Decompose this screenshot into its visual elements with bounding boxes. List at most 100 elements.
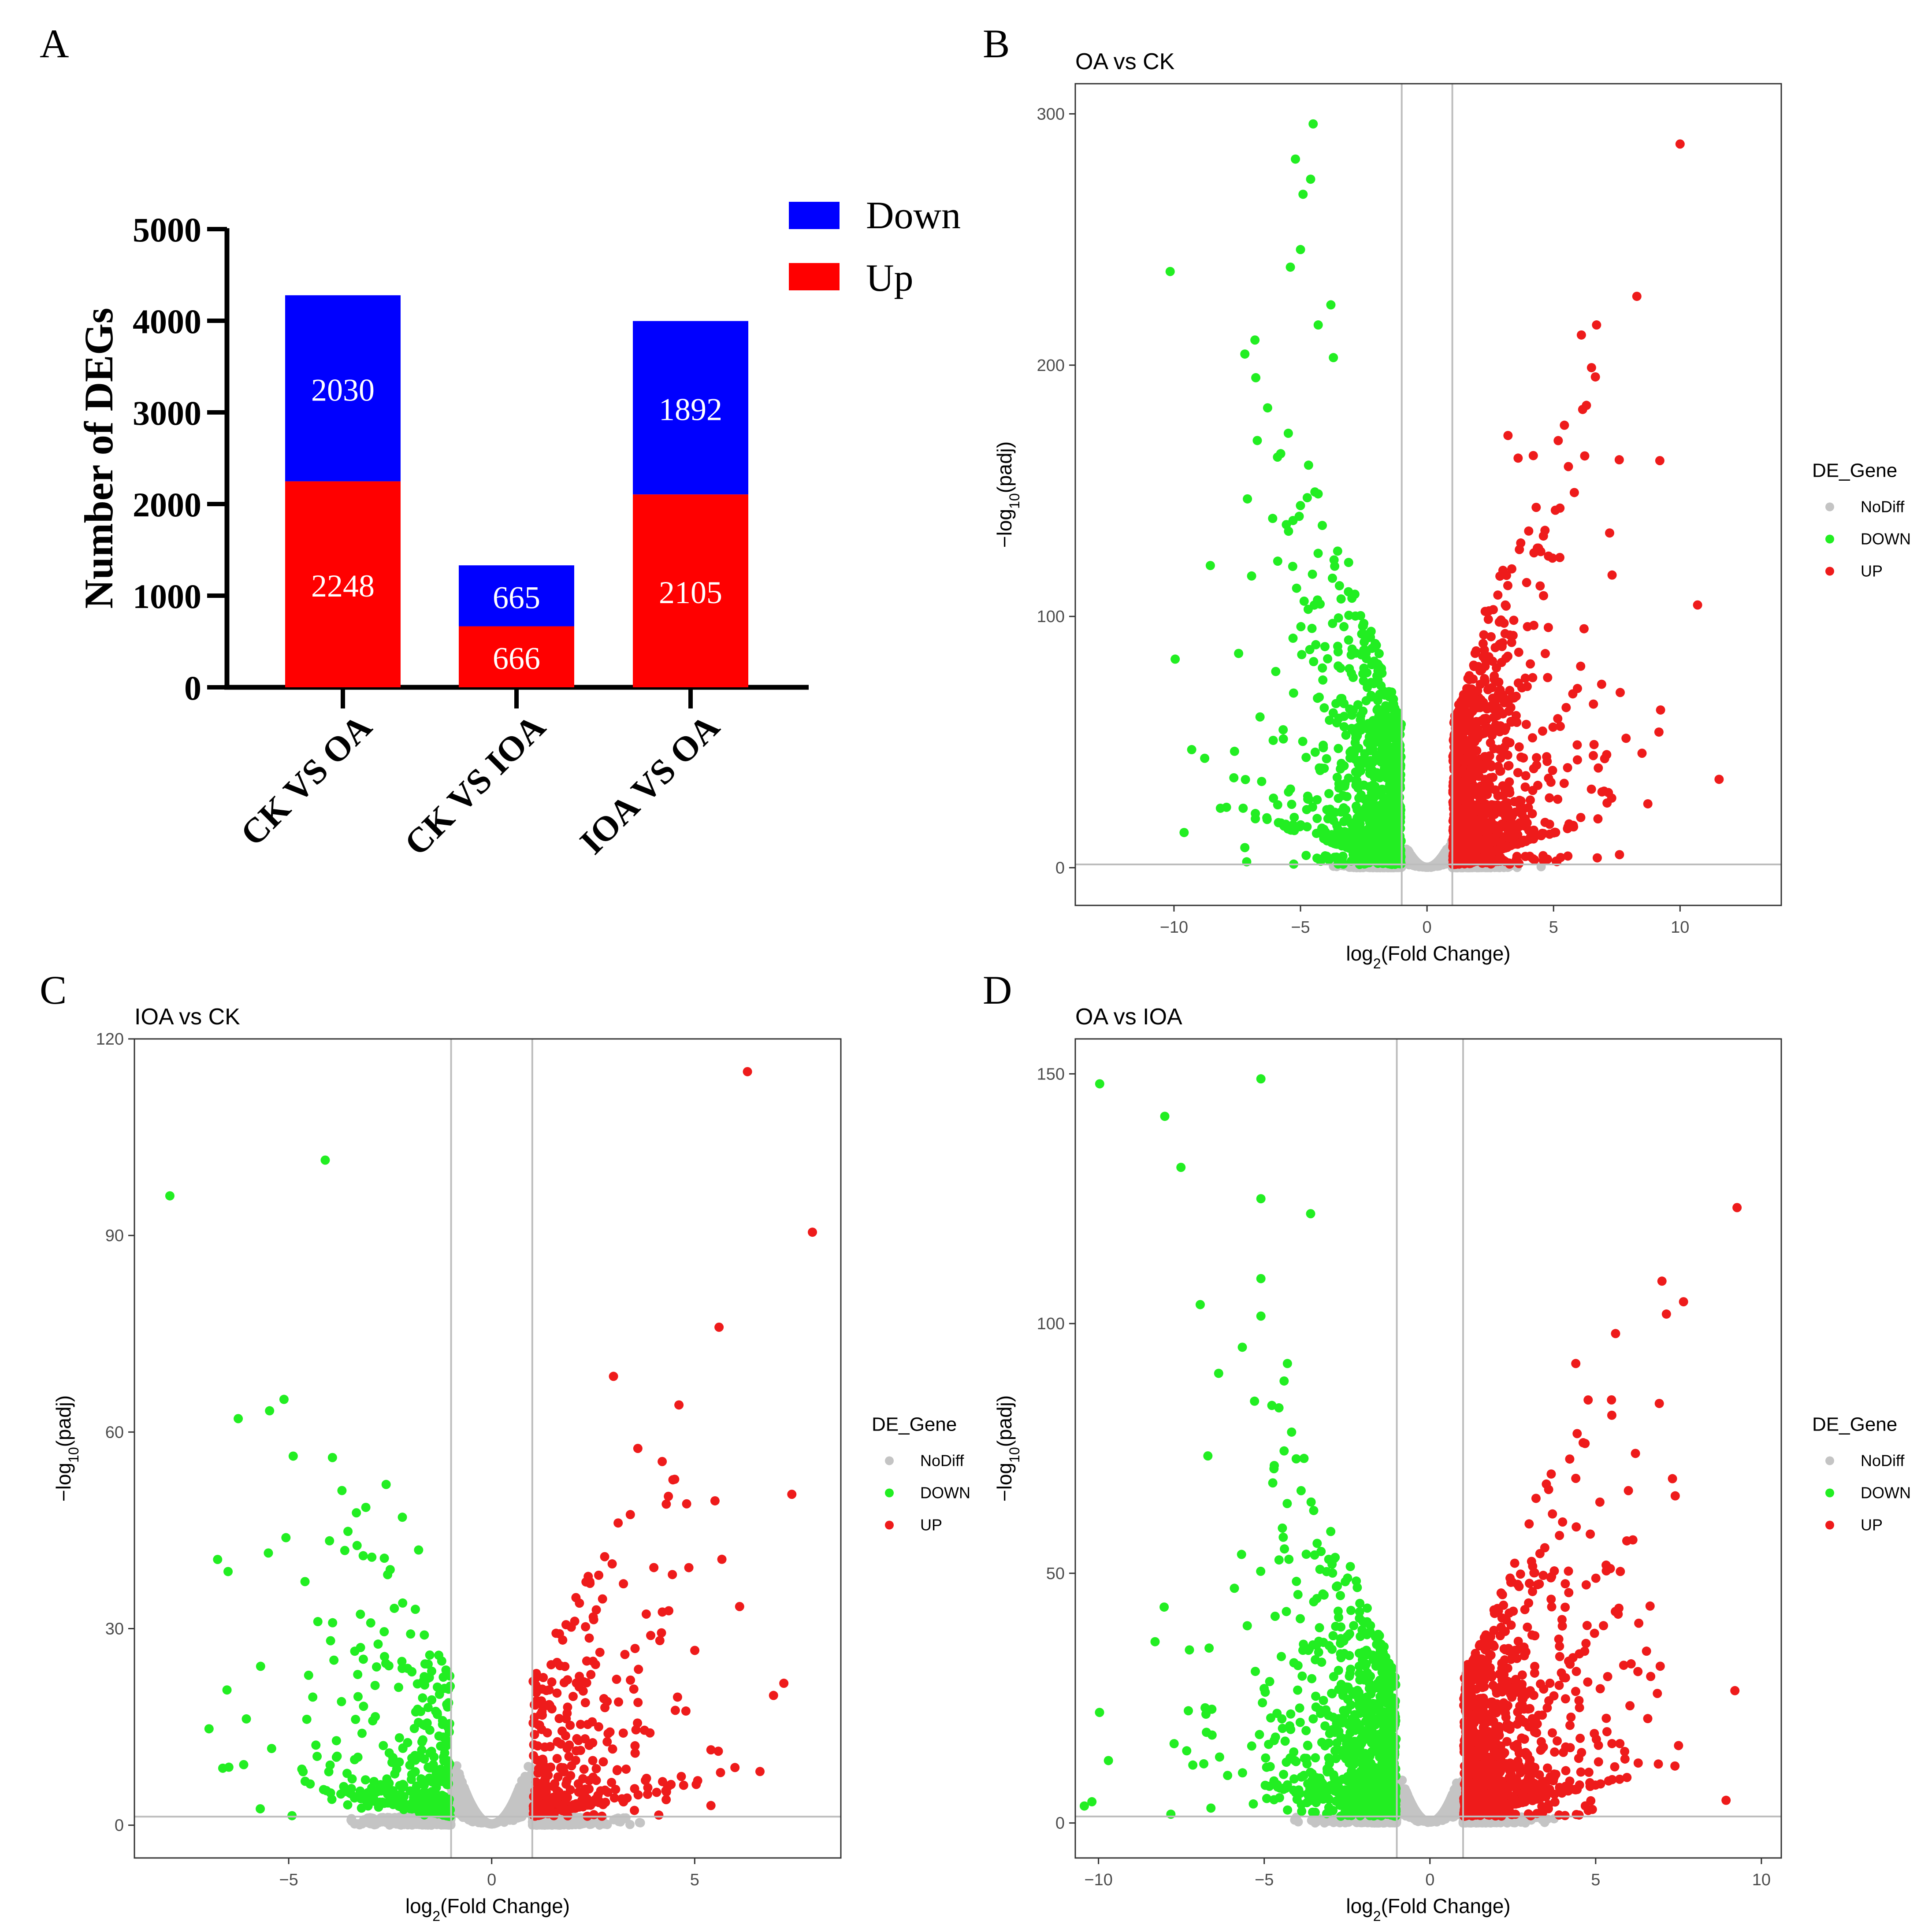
point-up [1499,745,1508,754]
point-down [1366,759,1376,768]
point-up [1493,791,1503,801]
point-down [1308,569,1317,579]
point-down [1298,737,1308,746]
point-up [1456,712,1466,721]
point-up [1469,696,1479,706]
bar-up [459,626,574,687]
point-up [1569,488,1579,497]
point-up [1590,372,1600,382]
point-up [1488,704,1498,714]
point-up [1538,726,1547,736]
point-up [1602,798,1612,808]
point-down [1278,725,1288,734]
x-tick-label: CK VS OA [233,707,379,853]
point-up [1451,760,1461,769]
point-up [1469,704,1479,713]
point-down [1333,546,1342,556]
point-up [1514,742,1524,752]
point-up [1555,503,1565,513]
point-up [1535,581,1545,591]
point-up [1527,733,1537,743]
point-down [1325,716,1334,725]
point-up [1501,601,1511,611]
point-down [1392,729,1402,738]
point-down [1288,820,1298,830]
point-down [1376,851,1386,861]
point-down [1375,723,1385,732]
point-up [1480,677,1490,686]
point-down [1313,693,1323,703]
point-down [1381,793,1391,803]
point-up [1507,717,1516,727]
point-up [1532,760,1542,770]
point-up [1656,705,1665,715]
point-down [1327,830,1337,839]
point-down [1318,521,1327,530]
point-up [1540,818,1550,827]
point-up [1467,774,1477,784]
point-down [1362,679,1372,689]
point-down [1358,621,1367,631]
point-down [1279,821,1289,831]
point-down [1311,640,1321,649]
point-up [1503,821,1513,831]
point-down [1386,716,1396,726]
point-down [1375,711,1384,720]
point-down [1312,814,1322,823]
bar-up [633,494,748,687]
point-down [1344,839,1354,849]
point-nodiff [1417,861,1427,871]
point-down [1344,587,1353,597]
point-up [1482,723,1492,732]
point-up [1498,781,1508,791]
legend-swatch-down [789,202,840,229]
point-down [1262,813,1272,823]
point-down [1323,654,1333,664]
point-up [1500,726,1510,735]
point-up [1467,727,1476,737]
point-up [1531,503,1541,512]
point-up [1468,755,1477,765]
point-up [1542,752,1552,762]
bar-down-value: 665 [493,580,540,615]
point-down [1322,805,1332,815]
point-up [1559,779,1569,788]
point-up [1520,782,1530,792]
point-down [1361,649,1371,658]
point-up [1499,804,1508,813]
point-up [1508,834,1517,843]
point-up [1505,788,1515,798]
point-down [1331,699,1341,708]
point-up [1543,623,1553,632]
x-tick-label: CK VS IOA [397,707,553,863]
point-up [1507,638,1516,647]
point-up [1449,789,1459,799]
point-down [1319,703,1329,713]
point-nodiff [1441,855,1451,864]
point-up [1454,749,1464,759]
point-up [1693,600,1702,610]
point-up [1470,841,1479,850]
point-down [1330,853,1339,862]
point-down [1333,647,1343,656]
point-down [1230,746,1239,756]
point-up [1478,639,1488,649]
point-up [1483,615,1493,624]
point-up [1563,851,1573,861]
point-up [1486,632,1496,641]
point-up [1490,810,1499,819]
point-down [1302,822,1312,832]
point-down [1319,741,1328,750]
point-down [1339,622,1349,631]
panel-label-c: C [40,968,67,1012]
point-up [1515,796,1524,805]
point-down [1368,716,1378,725]
point-down [1200,753,1210,763]
point-down [1362,668,1372,678]
point-up [1499,856,1508,865]
point-down [1369,840,1379,849]
point-down [1304,460,1313,470]
point-up [1523,622,1532,631]
point-down [1240,349,1250,359]
legend-label-down: Down [866,194,961,237]
